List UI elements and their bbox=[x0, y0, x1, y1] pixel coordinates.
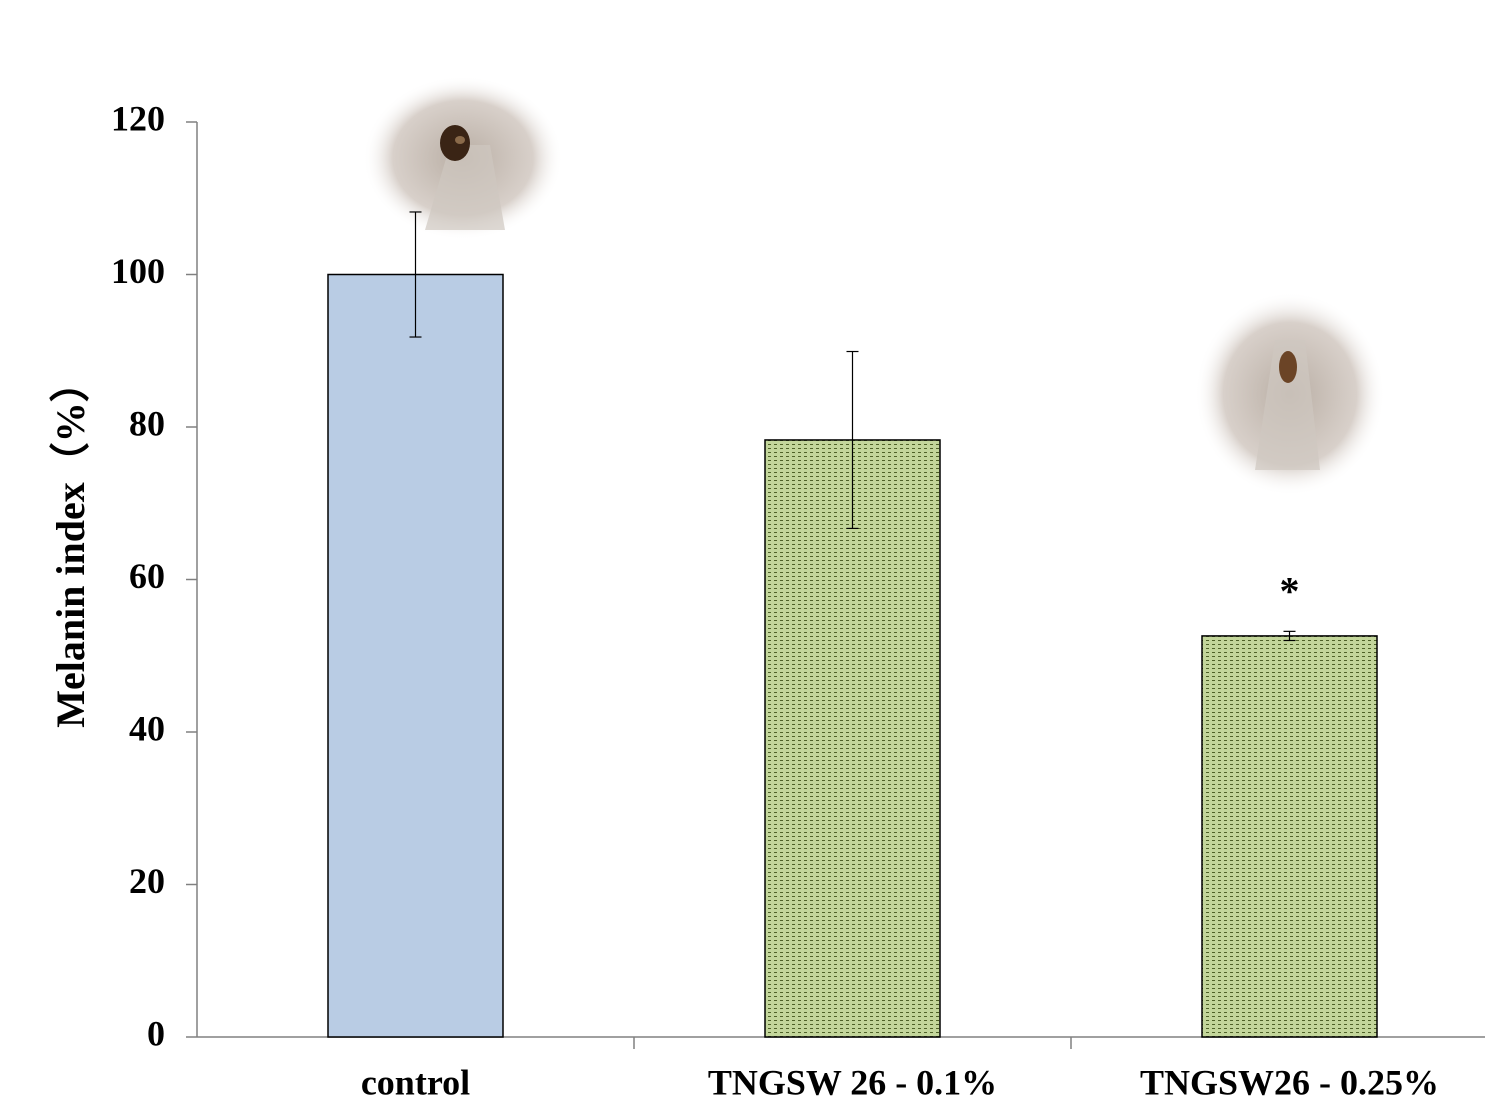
y-tick-label: 0 bbox=[147, 1013, 165, 1053]
bar bbox=[1202, 636, 1377, 1037]
pellet-photo bbox=[363, 76, 563, 240]
y-tick-label: 20 bbox=[129, 861, 165, 901]
pellet-photo bbox=[1195, 292, 1385, 496]
chart: Melanin index（%） 0 20 40 60 80 100 120 control T… bbox=[0, 0, 1485, 1099]
annotation: * bbox=[1280, 569, 1300, 614]
x-tick-label: TNGSW26 - 0.25% bbox=[1140, 1062, 1439, 1099]
y-tick-label: 60 bbox=[129, 556, 165, 596]
y-tick-label: 40 bbox=[129, 708, 165, 748]
y-tick-label: 120 bbox=[111, 98, 165, 138]
bar bbox=[765, 440, 940, 1037]
x-tick-label: TNGSW 26 - 0.1% bbox=[708, 1062, 997, 1099]
bar bbox=[328, 275, 503, 1038]
y-tick-label: 100 bbox=[111, 251, 165, 291]
y-tick-label: 80 bbox=[129, 403, 165, 443]
y-axis-label: Melanin index（%） bbox=[48, 362, 93, 728]
x-tick-label: control bbox=[361, 1062, 470, 1099]
